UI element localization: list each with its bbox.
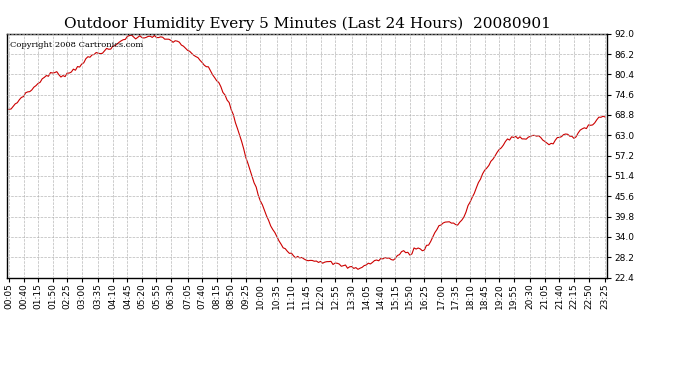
Text: Copyright 2008 Cartronics.com: Copyright 2008 Cartronics.com	[10, 41, 143, 49]
Title: Outdoor Humidity Every 5 Minutes (Last 24 Hours)  20080901: Outdoor Humidity Every 5 Minutes (Last 2…	[63, 17, 551, 31]
